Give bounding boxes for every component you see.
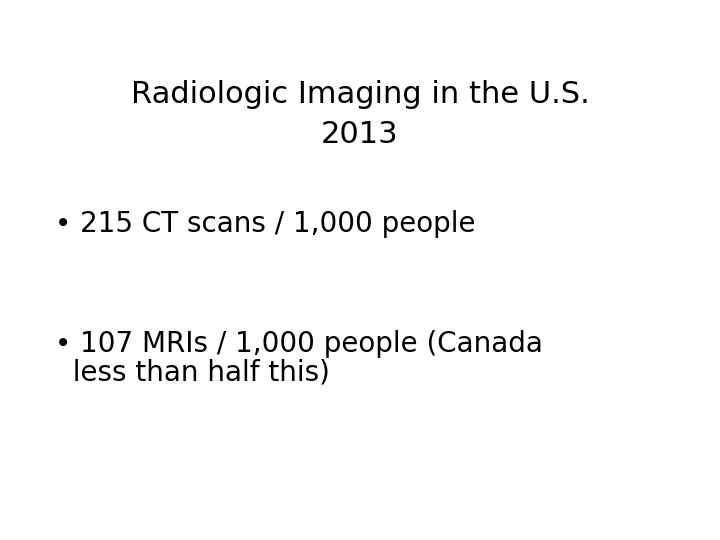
Text: Radiologic Imaging in the U.S.: Radiologic Imaging in the U.S. <box>130 80 590 109</box>
Text: 2013: 2013 <box>321 120 399 149</box>
Text: less than half this): less than half this) <box>55 358 330 386</box>
Text: • 107 MRIs / 1,000 people (Canada: • 107 MRIs / 1,000 people (Canada <box>55 330 543 358</box>
Text: • 215 CT scans / 1,000 people: • 215 CT scans / 1,000 people <box>55 210 475 238</box>
